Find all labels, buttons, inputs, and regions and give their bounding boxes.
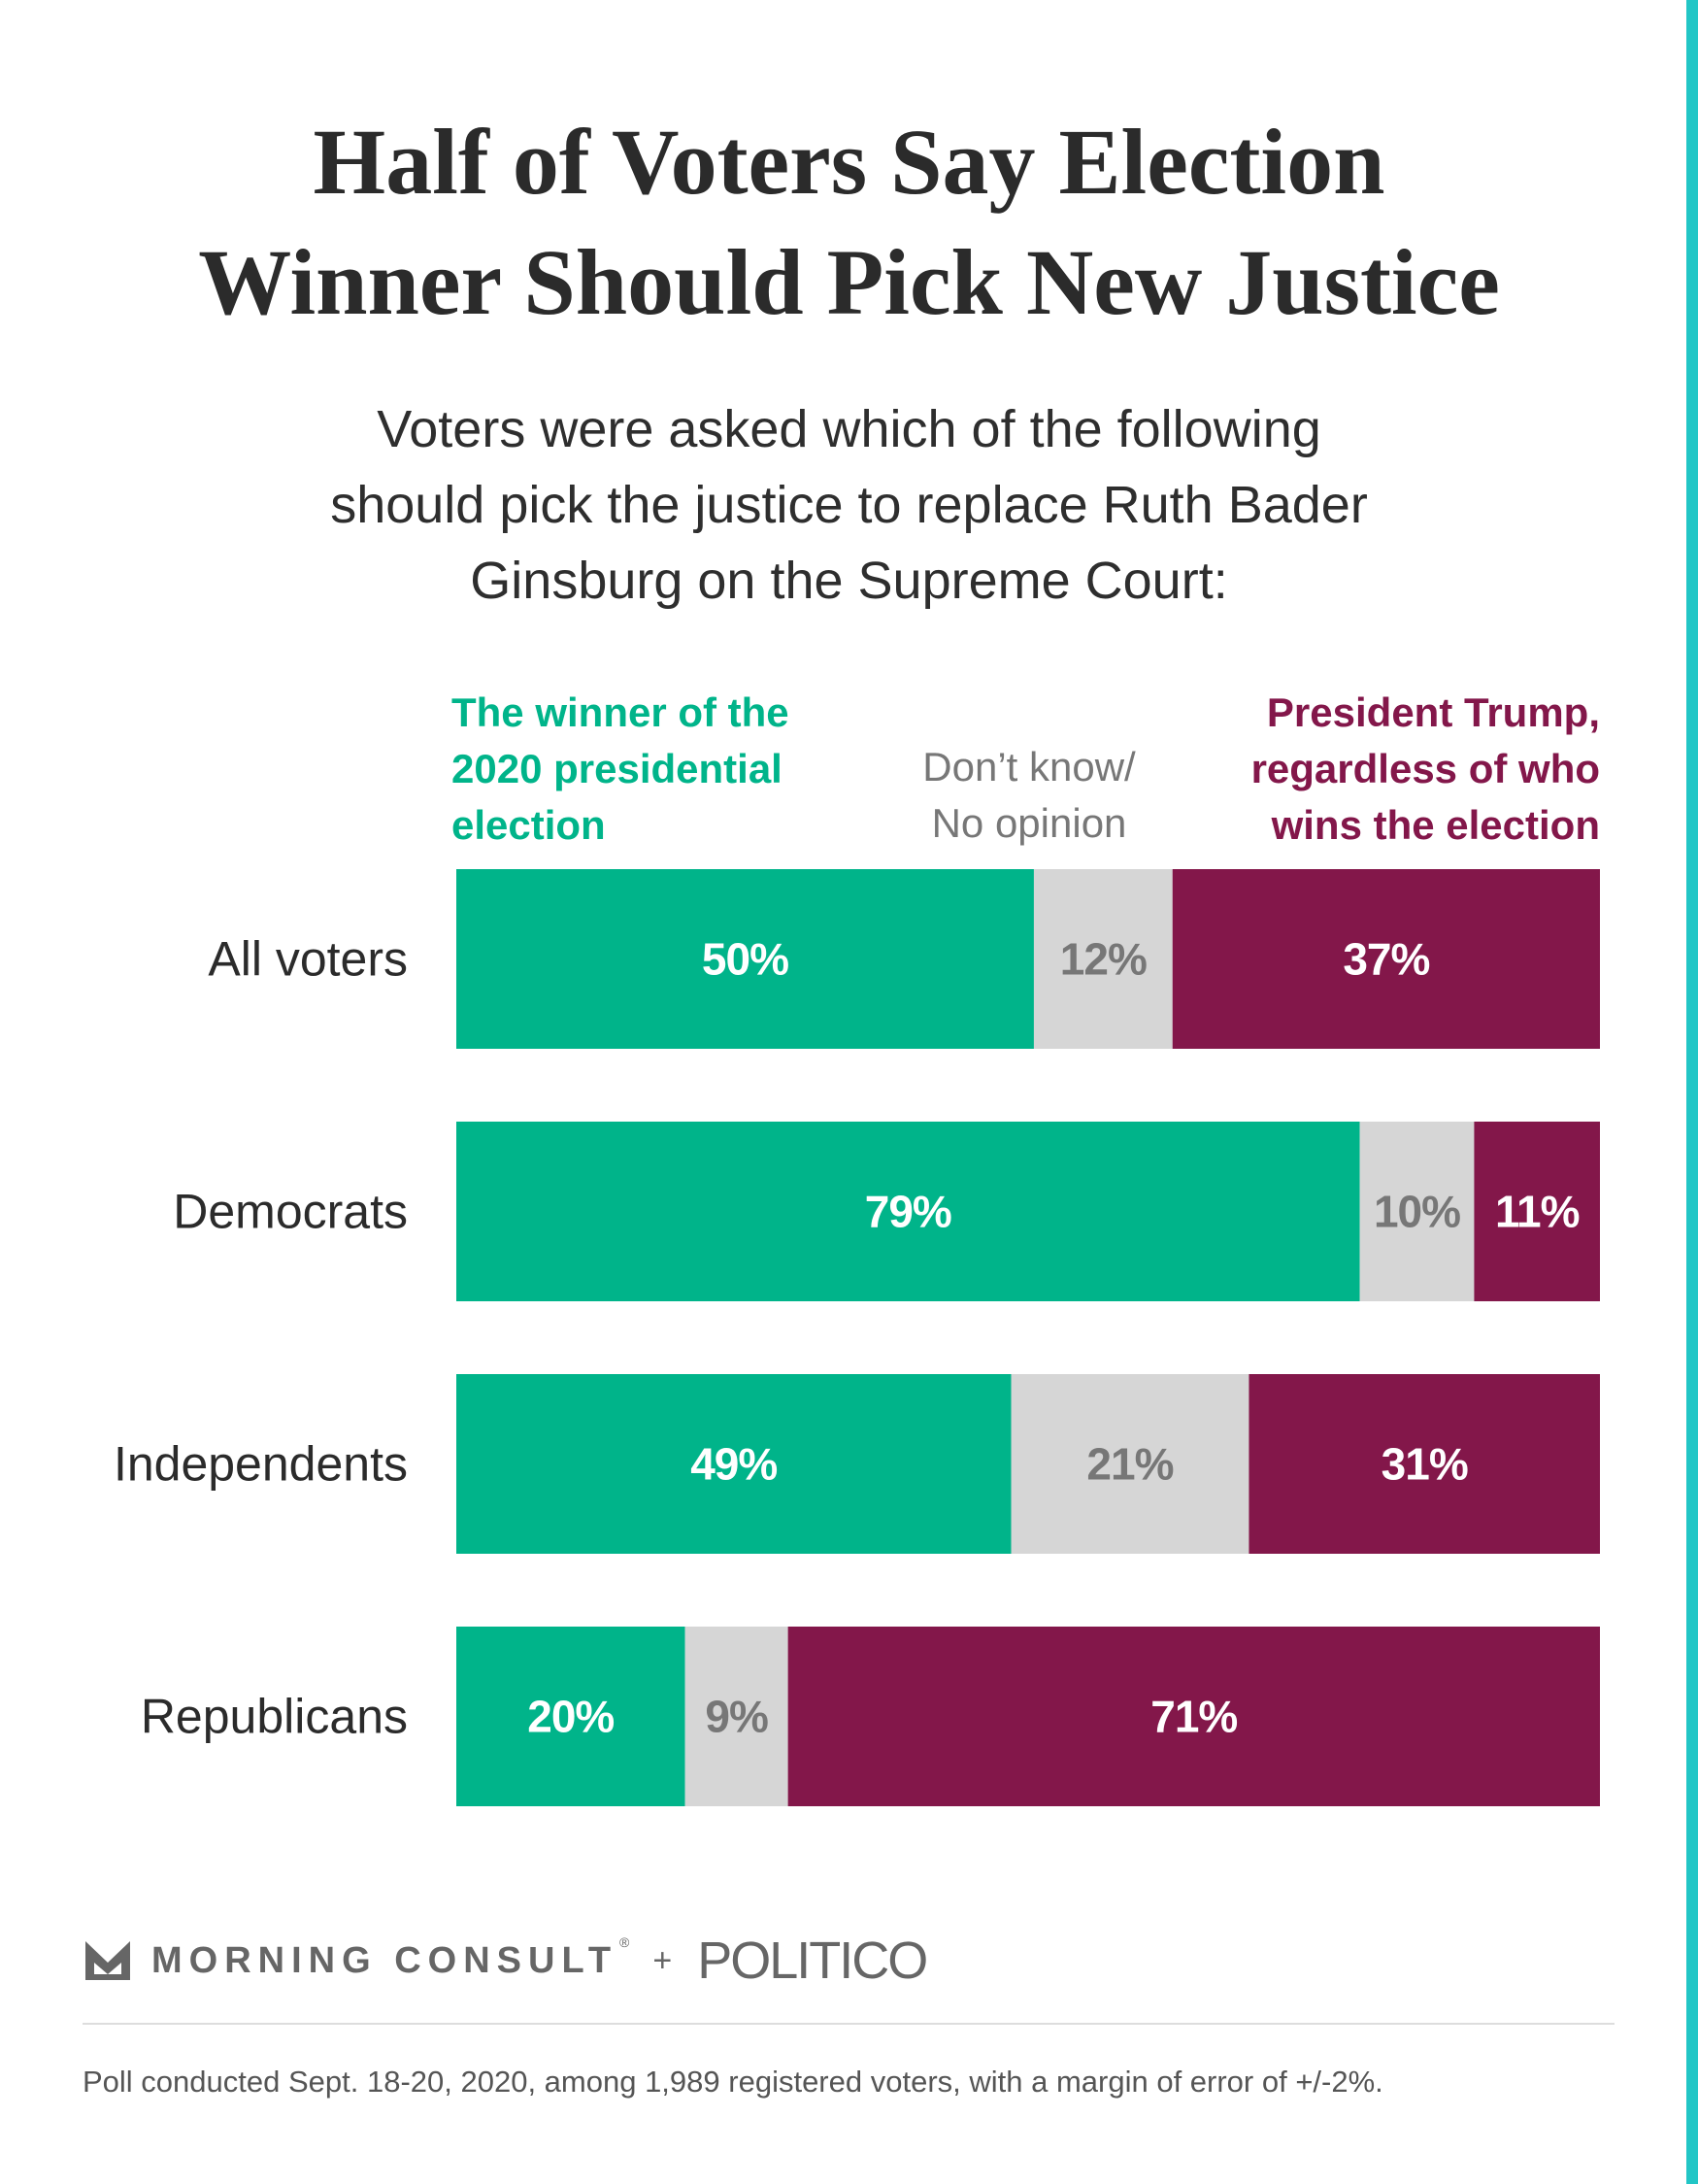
bar-segment-unsure-all-voters <box>1033 869 1173 1049</box>
category-label-all-voters: All voters <box>208 932 408 987</box>
brand-registered-mark: ® <box>619 1934 630 1950</box>
data-label-trump-democrats: 11% <box>1495 1187 1580 1237</box>
bar-segment-winner-republicans <box>456 1627 685 1806</box>
chart-title-line-2: Winner Should Pick New Justice <box>198 230 1500 334</box>
legend-winner-line-3: election <box>451 802 606 848</box>
category-label-democrats: Democrats <box>173 1185 408 1239</box>
morning-consult-logo-icon <box>85 1941 130 1980</box>
data-label-unsure-democrats: 10% <box>1374 1187 1460 1237</box>
legend-trump-line-1: President Trump, <box>1266 689 1600 735</box>
right-edge-accent <box>1686 0 1698 2184</box>
bar-segment-trump-all-voters <box>1172 869 1600 1049</box>
bar-segment-trump-independents <box>1249 1374 1600 1554</box>
bar-segment-unsure-republicans <box>684 1627 788 1806</box>
data-label-winner-republicans: 20% <box>527 1692 614 1742</box>
bar-segment-winner-democrats <box>456 1122 1360 1301</box>
chart-title-line-1: Half of Voters Say Election <box>313 110 1385 214</box>
stacked-bar-chart: All voters 50% 12% 37% Democrats 79% 10% 11% Ind… <box>114 869 1600 1806</box>
data-label-trump-all-voters: 37% <box>1343 934 1429 985</box>
brand-name: MORNING CONSULT <box>151 1939 618 1981</box>
chart-title: Half of Voters Say Election Winner Shoul… <box>0 102 1698 343</box>
footer-divider <box>83 2023 1615 2025</box>
bar-segment-trump-republicans <box>787 1627 1600 1806</box>
chart-subtitle-line-3: Ginsburg on the Supreme Court: <box>470 552 1228 610</box>
data-label-unsure-republicans: 9% <box>705 1692 768 1742</box>
brand-logos: MORNING CONSULT ® + POLITICO <box>85 1931 928 1991</box>
legend-unsure-line-1: Don’t know/ <box>922 744 1136 790</box>
data-label-winner-democrats: 79% <box>865 1187 951 1237</box>
bar-segment-winner-independents <box>456 1374 1012 1554</box>
legend-trump: President Trump, regardless of who wins … <box>1097 685 1600 854</box>
chart-subtitle-line-1: Voters were asked which of the following <box>377 400 1321 458</box>
data-label-unsure-all-voters: 12% <box>1060 934 1147 985</box>
legend-trump-line-2: regardless of who <box>1250 746 1600 791</box>
legend-winner-line-2: 2020 presidential <box>451 746 782 791</box>
legend-trump-line-3: wins the election <box>1271 802 1600 848</box>
bar-segment-winner-all-voters <box>456 869 1034 1049</box>
data-label-trump-independents: 31% <box>1382 1439 1468 1490</box>
category-label-independents: Independents <box>114 1437 408 1492</box>
legend-unsure-line-2: No opinion <box>931 800 1127 846</box>
brand-partner: POLITICO <box>697 1932 928 1990</box>
bar-segment-trump-democrats <box>1474 1122 1600 1301</box>
data-label-winner-independents: 49% <box>690 1439 777 1490</box>
chart-subtitle-line-2: should pick the justice to replace Ruth … <box>330 476 1368 534</box>
data-label-winner-all-voters: 50% <box>702 934 788 985</box>
data-label-trump-republicans: 71% <box>1150 1692 1237 1742</box>
legend-winner: The winner of the 2020 presidential elec… <box>451 685 888 854</box>
bar-segment-unsure-democrats <box>1359 1122 1475 1301</box>
data-label-unsure-independents: 21% <box>1086 1439 1173 1490</box>
brand-plus: + <box>652 1941 673 1979</box>
legend-unsure: Don’t know/ No opinion <box>874 739 1184 852</box>
chart-subtitle: Voters were asked which of the following… <box>0 391 1698 619</box>
bar-segment-unsure-independents <box>1011 1374 1249 1554</box>
category-label-republicans: Republicans <box>141 1690 408 1744</box>
footnote: Poll conducted Sept. 18-20, 2020, among … <box>83 2065 1383 2099</box>
legend-winner-line-1: The winner of the <box>451 689 789 735</box>
